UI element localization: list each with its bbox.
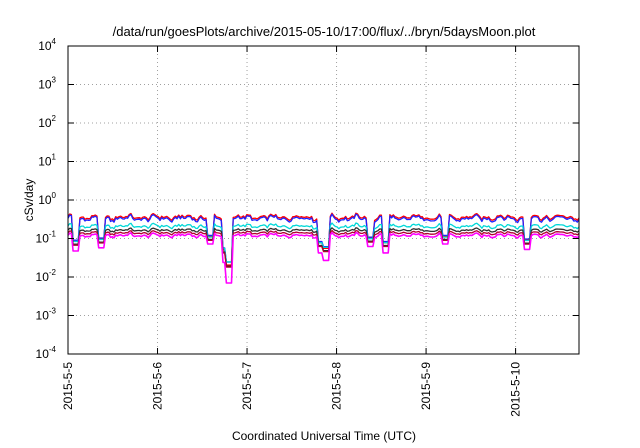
x-tick-label: 2015-5-10 (509, 362, 523, 417)
y-tick-label: 103 (38, 76, 56, 92)
x-tick-label: 2015-5-5 (61, 362, 75, 410)
y-tick-label: 101 (38, 153, 56, 169)
y-tick-label: 104 (38, 37, 56, 53)
plot-area (67, 212, 580, 284)
series-line-5 (67, 229, 580, 268)
chart-title: /data/run/goesPlots/archive/2015-05-10/1… (113, 24, 536, 39)
y-tick-label: 100 (38, 191, 56, 207)
x-axis-label: Coordinated Universal Time (UTC) (232, 429, 416, 443)
x-tick-label: 2015-5-6 (151, 362, 165, 410)
y-axis-label: cSv/day (22, 179, 36, 222)
axis-ticks: 104 103 102 101 100 10-1 10-2 10-3 10-4 2015-5-5 2… (36, 37, 579, 417)
series-line-6 (67, 231, 580, 284)
series-line-1 (67, 212, 580, 266)
x-tick-label: 2015-5-7 (240, 362, 254, 410)
y-tick-label: 102 (38, 114, 56, 130)
x-tick-label: 2015-5-8 (330, 362, 344, 410)
y-tick-label: 10-1 (36, 230, 57, 246)
grid (68, 46, 579, 354)
y-tick-label: 10-4 (36, 345, 57, 361)
y-tick-label: 10-2 (36, 268, 57, 284)
y-tick-label: 10-3 (36, 307, 57, 323)
series-line-3 (67, 222, 580, 263)
x-tick-label: 2015-5-9 (419, 362, 433, 410)
